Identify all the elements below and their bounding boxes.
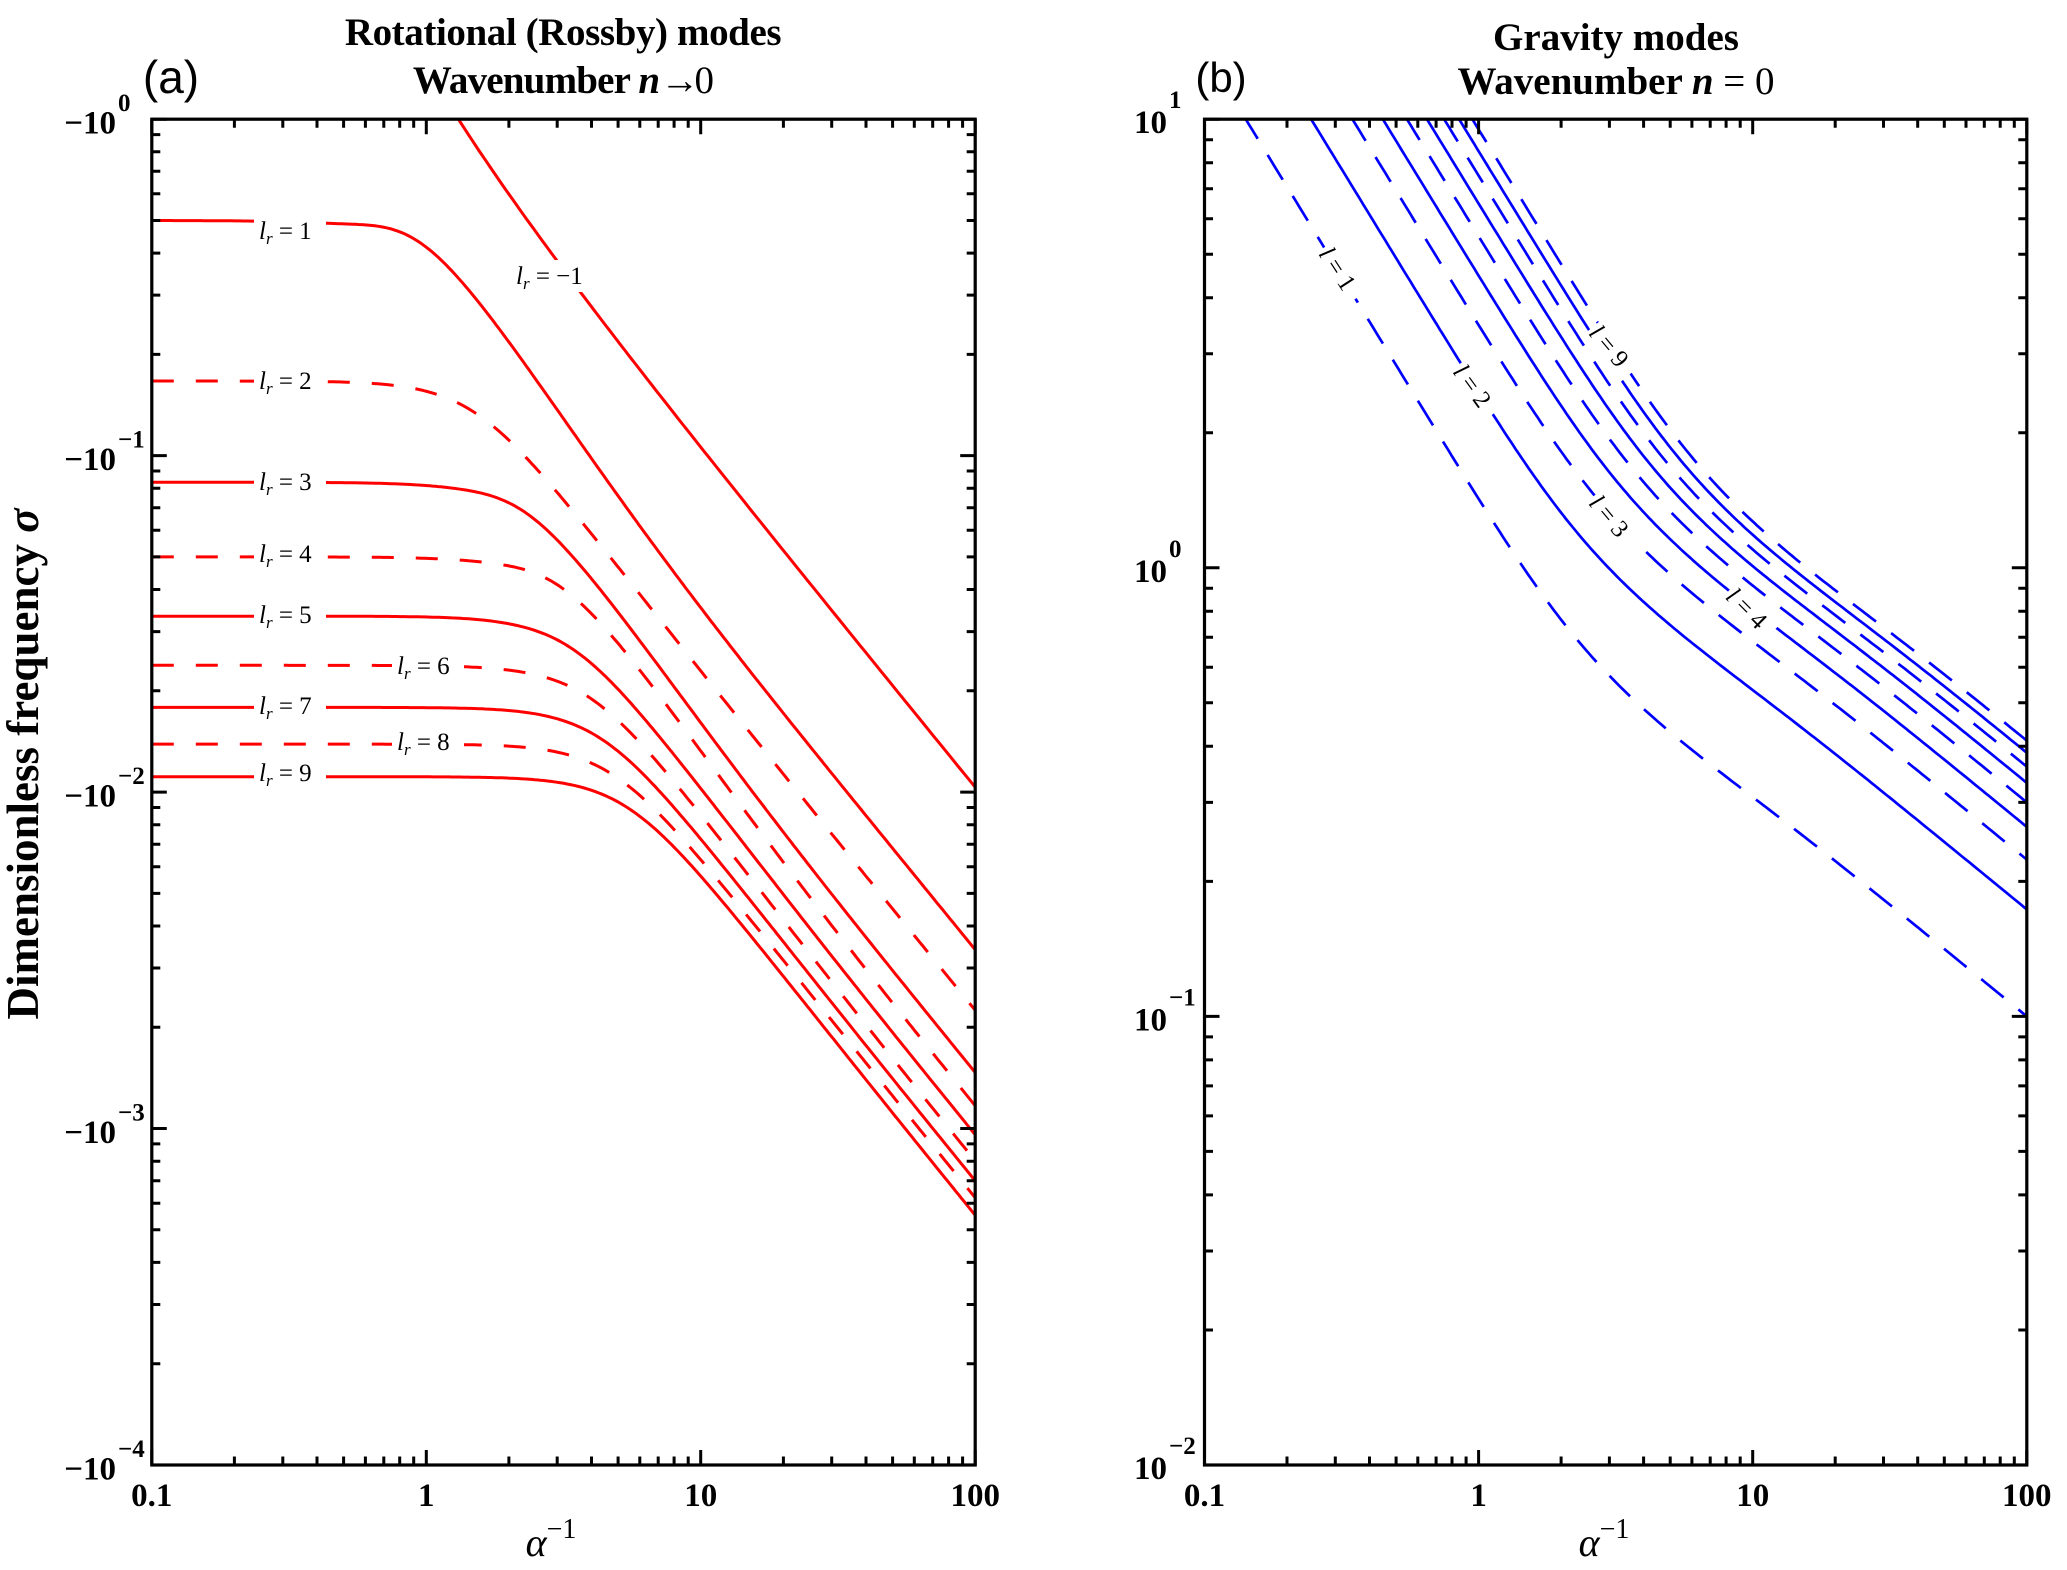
svg-text:10: 10 bbox=[684, 1478, 717, 1514]
svg-text:0: 0 bbox=[118, 90, 131, 117]
svg-text:Wavenumber n→ 0: Wavenumber n→ 0 bbox=[413, 59, 714, 102]
svg-text:−10: −10 bbox=[64, 442, 116, 478]
svg-text:10: 10 bbox=[1134, 105, 1167, 141]
svg-text:100: 100 bbox=[2002, 1478, 2052, 1514]
svg-text:1: 1 bbox=[1470, 1478, 1487, 1514]
svg-text:lr = 4: lr = 4 bbox=[259, 541, 312, 571]
svg-text:Gravity modes: Gravity modes bbox=[1493, 16, 1739, 59]
svg-text:−1: −1 bbox=[118, 427, 145, 454]
svg-text:−3: −3 bbox=[118, 1100, 145, 1127]
svg-text:−10: −10 bbox=[64, 106, 116, 142]
svg-text:0.1: 0.1 bbox=[131, 1478, 172, 1514]
svg-text:−10: −10 bbox=[64, 1452, 116, 1488]
svg-text:Rotational (Rossby) modes: Rotational (Rossby) modes bbox=[345, 11, 782, 54]
svg-text:100: 100 bbox=[950, 1478, 1000, 1514]
svg-text:10: 10 bbox=[1134, 1002, 1167, 1038]
svg-text:−10: −10 bbox=[64, 779, 116, 815]
svg-text:Dimensionless frequency σ: Dimensionless frequency σ bbox=[0, 507, 48, 1020]
svg-text:10: 10 bbox=[1134, 1451, 1167, 1487]
svg-text:lr = 9: lr = 9 bbox=[259, 760, 312, 790]
svg-text:(b): (b) bbox=[1195, 54, 1246, 101]
svg-text:1: 1 bbox=[1169, 87, 1182, 114]
svg-text:1: 1 bbox=[418, 1478, 435, 1514]
svg-text:10: 10 bbox=[1134, 554, 1167, 590]
svg-text:−2: −2 bbox=[1169, 1433, 1196, 1460]
svg-text:0: 0 bbox=[1169, 536, 1182, 563]
svg-text:(a): (a) bbox=[143, 51, 199, 103]
svg-text:−2: −2 bbox=[118, 763, 145, 790]
svg-text:−1: −1 bbox=[1169, 984, 1196, 1011]
svg-text:Wavenumber n = 0: Wavenumber n = 0 bbox=[1457, 60, 1774, 103]
svg-text:10: 10 bbox=[1736, 1478, 1769, 1514]
svg-text:lr = 7: lr = 7 bbox=[259, 693, 312, 723]
svg-text:lr = 5: lr = 5 bbox=[259, 602, 312, 632]
svg-text:−4: −4 bbox=[118, 1436, 145, 1463]
svg-text:lr = 6: lr = 6 bbox=[397, 653, 450, 683]
svg-text:lr = −1: lr = −1 bbox=[516, 263, 583, 293]
svg-text:0.1: 0.1 bbox=[1184, 1478, 1225, 1514]
svg-text:−10: −10 bbox=[64, 1115, 116, 1151]
